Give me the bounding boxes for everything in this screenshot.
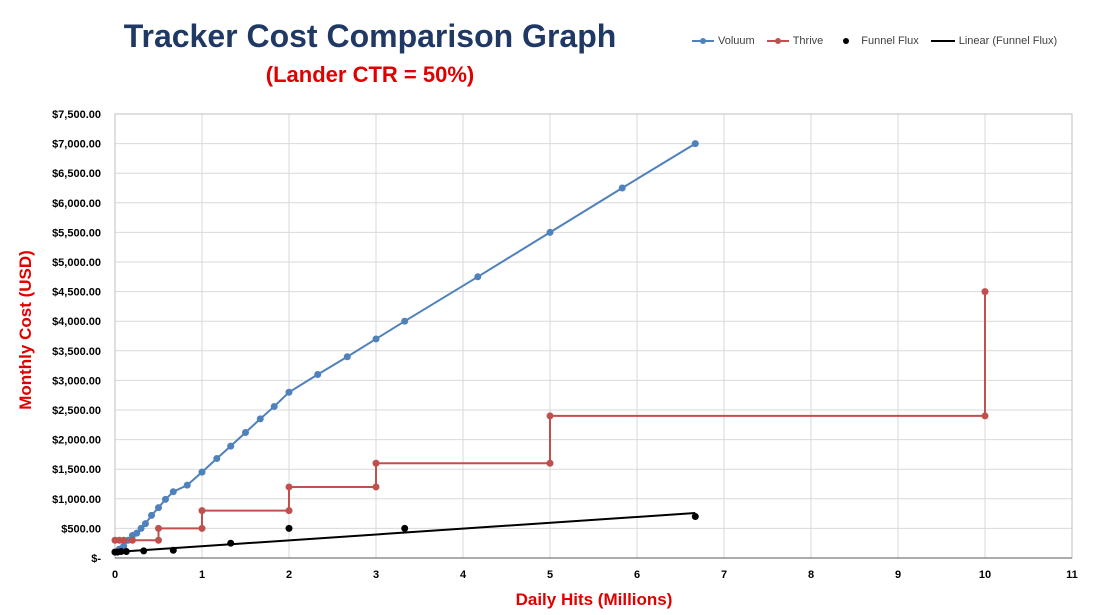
y-tick-label: $4,500.00 <box>52 287 101 299</box>
data-point-voluum <box>133 529 141 537</box>
plot-area-border <box>114 113 1073 559</box>
y-tick-label: $3,500.00 <box>52 346 101 358</box>
data-point-thrive <box>198 507 206 515</box>
y-tick-label: $6,000.00 <box>52 198 101 210</box>
legend-item-voluum: Voluum <box>692 35 755 47</box>
y-tick-label: $1,000.00 <box>52 494 101 506</box>
y-tick-label: $2,500.00 <box>52 405 101 417</box>
x-tick-label: 6 <box>634 569 640 581</box>
legend-marker-voluum <box>692 38 714 44</box>
data-point-voluum <box>213 455 221 463</box>
x-tick-label: 0 <box>112 569 118 581</box>
data-point-thrive <box>546 459 554 467</box>
legend-item-funnel-flux: Funnel Flux <box>835 35 919 47</box>
data-point-voluum <box>474 273 482 281</box>
data-point-voluum <box>270 402 278 410</box>
data-point-voluum <box>618 184 626 192</box>
data-point-thrive <box>155 536 162 544</box>
data-point-voluum <box>169 488 177 496</box>
data-point-thrive <box>120 536 128 544</box>
data-point-voluum <box>161 495 169 503</box>
data-point-voluum <box>137 524 145 532</box>
data-point-thrive <box>372 459 380 467</box>
data-point-voluum <box>120 542 128 550</box>
data-point-thrive <box>155 524 162 532</box>
data-point-thrive <box>285 507 293 515</box>
y-tick-label: $5,000.00 <box>52 257 101 269</box>
data-point-funnel-flux <box>285 524 293 532</box>
data-point-thrive <box>128 536 136 544</box>
chart-subtitle: (Lander CTR = 50%) <box>265 62 475 87</box>
x-tick-label: 7 <box>721 569 727 581</box>
legend-label-voluum: Voluum <box>718 35 755 47</box>
legend-label-linear-funnel-flux: Linear (Funnel Flux) <box>958 35 1058 47</box>
data-point-voluum <box>401 317 409 325</box>
y-tick-label: $1,500.00 <box>52 464 101 476</box>
x-tick-label: 9 <box>895 569 901 581</box>
data-point-thrive <box>198 524 206 532</box>
legend-marker-thrive <box>766 38 789 44</box>
data-point-voluum <box>227 442 235 450</box>
series-line-linear-funnel-flux <box>114 512 696 554</box>
data-point-voluum <box>372 335 380 343</box>
x-tick-label: 1 <box>199 569 205 581</box>
data-point-funnel-flux <box>691 513 699 521</box>
data-point-voluum <box>314 370 322 378</box>
data-point-voluum <box>343 353 351 361</box>
x-axis-label: Daily Hits (Millions) <box>515 590 673 609</box>
x-tick-label: 10 <box>979 569 991 581</box>
series-line-thrive <box>115 291 986 542</box>
legend-marker-funnel-flux <box>843 38 850 44</box>
y-tick-label: $4,000.00 <box>52 316 101 328</box>
legend-label-thrive: Thrive <box>792 35 824 47</box>
y-tick-label: $500.00 <box>61 523 101 535</box>
x-tick-label: 11 <box>1066 569 1078 581</box>
data-point-funnel-flux <box>401 524 409 532</box>
y-tick-label: $- <box>91 553 101 565</box>
x-tick-label: 3 <box>373 569 379 581</box>
data-point-voluum <box>691 140 699 148</box>
x-tick-label: 8 <box>808 569 814 581</box>
data-point-voluum <box>546 228 554 236</box>
data-point-voluum <box>242 428 249 436</box>
y-tick-label: $2,000.00 <box>52 435 101 447</box>
data-point-thrive <box>981 412 989 420</box>
x-tick-label: 4 <box>460 569 467 581</box>
legend-item-thrive: Thrive <box>766 35 824 47</box>
data-point-voluum <box>183 481 191 489</box>
data-point-voluum <box>285 388 293 396</box>
x-tick-label: 2 <box>286 569 292 581</box>
data-point-thrive <box>981 288 989 296</box>
data-point-thrive <box>285 483 293 491</box>
data-point-voluum <box>148 511 156 519</box>
legend-marker-linear-funnel-flux <box>930 40 955 42</box>
chart-title: Tracker Cost Comparison Graph <box>123 18 617 54</box>
data-point-voluum <box>141 520 149 528</box>
y-tick-label: $7,500.00 <box>52 109 101 121</box>
legend-item-linear-funnel-flux: Linear (Funnel Flux) <box>930 35 1058 47</box>
y-tick-label: $3,000.00 <box>52 375 101 387</box>
y-tick-label: $5,500.00 <box>52 227 101 239</box>
chart-legend: Voluum Thrive Funnel Flux Linear (Funnel… <box>692 35 1069 47</box>
y-tick-label: $7,000.00 <box>52 139 101 151</box>
data-point-thrive <box>546 412 554 420</box>
data-point-thrive <box>372 483 380 491</box>
data-point-voluum <box>256 415 264 423</box>
data-point-voluum <box>198 468 206 476</box>
x-tick-label: 5 <box>547 569 553 581</box>
data-point-voluum <box>155 504 162 512</box>
legend-label-funnel-flux: Funnel Flux <box>861 35 919 47</box>
y-tick-label: $6,500.00 <box>52 168 101 180</box>
